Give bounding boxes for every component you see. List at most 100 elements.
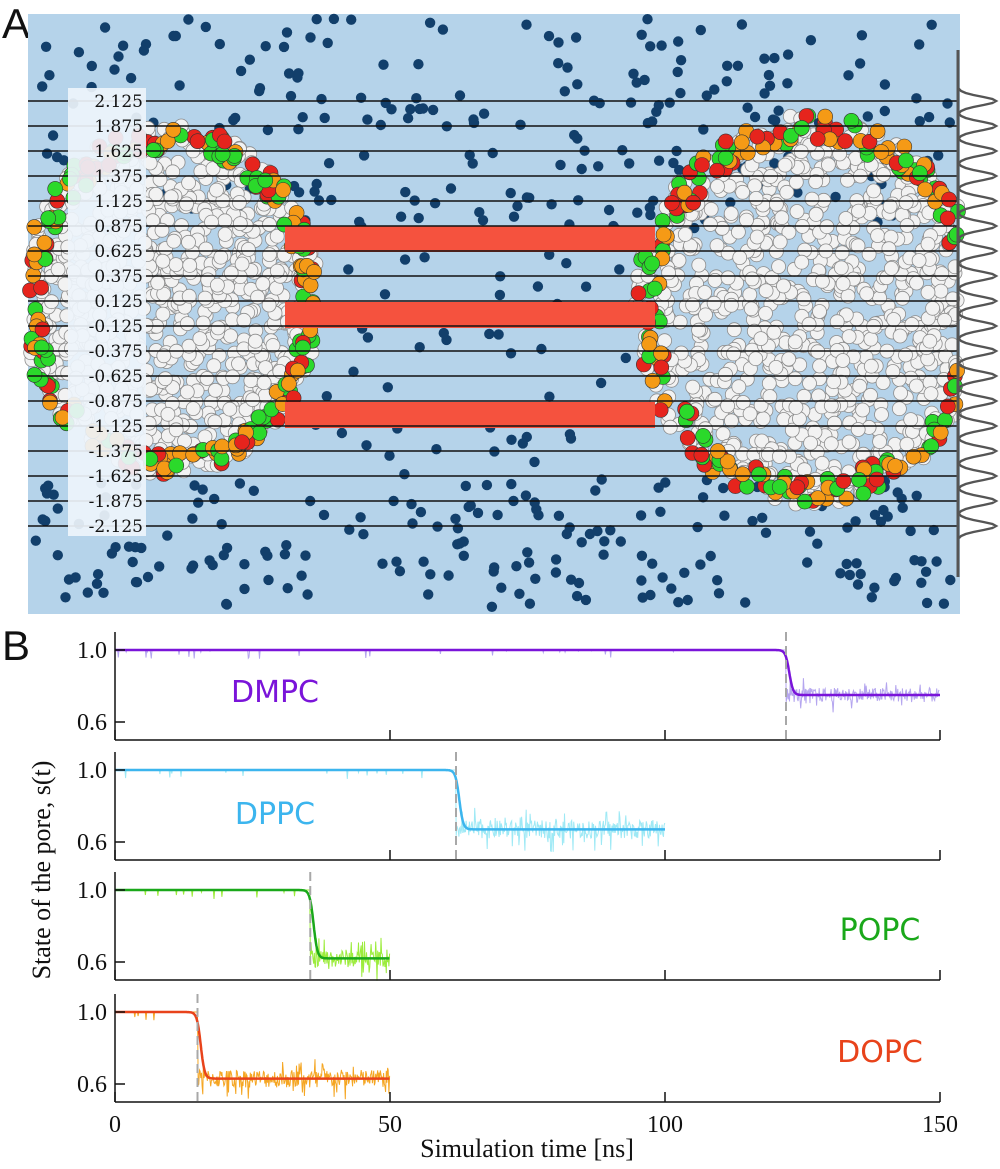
- lipid-tail-atom: [199, 371, 215, 386]
- ion: [769, 52, 780, 64]
- ion: [316, 93, 327, 105]
- lipid-tail-atom: [168, 257, 184, 273]
- ion: [570, 32, 582, 43]
- slab-label: 1.875: [94, 117, 143, 137]
- ion: [419, 252, 430, 263]
- slab-label: 1.125: [94, 192, 143, 212]
- lipid-tail-atom: [892, 328, 908, 344]
- panel-b-letter: B: [2, 622, 30, 669]
- ion: [911, 93, 922, 104]
- ion: [909, 555, 920, 566]
- lipid-tail-atom: [662, 419, 678, 435]
- lipid-headgroup-atom: [855, 485, 872, 502]
- lipid-headgroup-atom: [40, 210, 57, 226]
- lipid-headgroup-atom: [630, 285, 647, 302]
- ion: [782, 49, 794, 60]
- ion: [512, 200, 523, 212]
- ion: [625, 97, 637, 108]
- lipid-headgroup-atom: [33, 279, 49, 296]
- lipid-tail-atom: [247, 333, 263, 349]
- ion: [358, 529, 369, 540]
- ion: [311, 14, 322, 25]
- slab-label: 1.625: [94, 142, 143, 162]
- lipid-headgroup-atom: [789, 479, 806, 496]
- ion: [564, 522, 575, 533]
- ion: [769, 158, 780, 169]
- ion: [323, 158, 335, 169]
- lipid-headgroup-atom: [26, 367, 43, 383]
- ion: [712, 575, 723, 586]
- ion: [283, 68, 295, 79]
- lipid-tail-atom: [181, 234, 196, 250]
- ion: [438, 327, 449, 339]
- ion: [260, 41, 271, 52]
- ion: [414, 342, 425, 353]
- ion: [705, 550, 716, 562]
- lipid-headgroup-atom: [939, 210, 956, 227]
- lipid-tail-atom: [742, 406, 758, 422]
- lipid-headgroup-atom: [652, 402, 669, 418]
- slab-label: -0.625: [89, 367, 143, 387]
- lipid-tail-atom: [920, 236, 936, 252]
- ion: [866, 592, 877, 603]
- lipid-tail-atom: [841, 434, 857, 450]
- ion: [344, 524, 355, 535]
- ion: [655, 506, 666, 517]
- ion: [58, 155, 70, 166]
- ion: [216, 519, 227, 530]
- x-tick-label: 0: [109, 1112, 121, 1138]
- ion: [413, 58, 424, 70]
- lipid-tail-atom: [709, 238, 725, 254]
- slab-label-box: [68, 88, 146, 536]
- ion: [736, 19, 748, 30]
- ion: [565, 574, 577, 585]
- ion: [524, 598, 536, 609]
- ion: [391, 556, 402, 567]
- ion: [465, 500, 476, 511]
- ion: [521, 431, 532, 443]
- lipid-tail-atom: [720, 398, 735, 414]
- ion: [209, 493, 220, 505]
- ion: [73, 47, 85, 58]
- ion: [905, 525, 916, 537]
- lipid-tail-atom: [231, 356, 246, 372]
- lipid-headgroup-atom: [932, 424, 949, 441]
- ion: [174, 80, 185, 91]
- ion: [386, 104, 397, 115]
- ion: [378, 59, 389, 70]
- lipid-tail-atom: [808, 174, 824, 190]
- lipid-headgroup-atom: [709, 162, 725, 179]
- lipid-tail-atom: [269, 228, 285, 244]
- y-tick-label: 0.6: [77, 950, 107, 976]
- lipid-tail-atom: [788, 174, 804, 190]
- ion: [572, 79, 583, 90]
- lipid-tail-atom: [764, 270, 780, 286]
- ion: [494, 289, 506, 301]
- ion: [732, 60, 744, 71]
- ion: [484, 328, 495, 340]
- lipid-headgroup-atom: [664, 195, 680, 211]
- ion: [721, 76, 732, 87]
- ion: [553, 510, 565, 521]
- lipid-headgroup-atom: [838, 490, 855, 507]
- lipid-tail-atom: [197, 290, 213, 306]
- ion: [553, 37, 564, 48]
- ion: [300, 550, 311, 561]
- ion: [47, 130, 59, 141]
- ion: [933, 150, 944, 161]
- ion: [770, 115, 781, 126]
- lipid-tail-atom: [861, 246, 877, 262]
- panel-b-chart: 0.6 1.0 DMPC 0.6 1.0 DPPC 0.6 1.0 POPC 0.6 1.0 DOPC…: [77, 632, 958, 1138]
- ion: [138, 45, 150, 56]
- lipid-tail-atom: [934, 266, 950, 282]
- lipid-tail-atom: [685, 297, 700, 313]
- ion: [458, 550, 469, 561]
- ion: [520, 490, 532, 501]
- lipid-tail-atom: [222, 401, 238, 417]
- ion: [555, 159, 566, 171]
- ion: [379, 289, 391, 300]
- ion: [346, 14, 357, 25]
- ion: [674, 164, 685, 176]
- slab-label: 0.125: [94, 292, 143, 312]
- lipid-tail-atom: [691, 257, 707, 273]
